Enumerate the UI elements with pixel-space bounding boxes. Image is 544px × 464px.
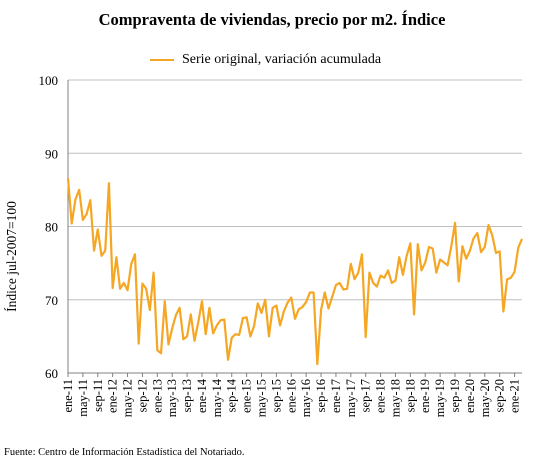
x-tick-label: sep-20 bbox=[493, 379, 507, 412]
x-tick-label: sep-18 bbox=[403, 379, 417, 412]
x-tick-label: sep-19 bbox=[448, 379, 462, 412]
x-tick-label: may-13 bbox=[165, 379, 179, 417]
x-tick-label: may-17 bbox=[344, 379, 358, 417]
x-tick-label: ene-19 bbox=[418, 379, 432, 413]
legend: Serie original, variación acumulada bbox=[150, 52, 381, 68]
x-tick-label: may-14 bbox=[210, 378, 224, 417]
y-axis-title: Índice jul-2007=100 bbox=[4, 201, 19, 312]
x-tick-label: sep-17 bbox=[359, 379, 373, 412]
legend-label: Serie original, variación acumulada bbox=[182, 52, 382, 67]
series-line bbox=[66, 178, 524, 366]
x-tick-label: sep-12 bbox=[135, 379, 149, 412]
y-tick-label: 90 bbox=[45, 146, 58, 161]
chart-title: Compraventa de viviendas, precio por m2.… bbox=[98, 10, 446, 29]
y-tick-label: 80 bbox=[45, 220, 58, 235]
x-tick-label: may-12 bbox=[121, 379, 135, 417]
x-tick-label: ene-12 bbox=[106, 379, 120, 413]
source-note: Fuente: Centro de Información Estadístic… bbox=[4, 447, 245, 458]
x-tick-label: may-15 bbox=[255, 379, 269, 417]
x-tick-label: may-20 bbox=[478, 379, 492, 417]
x-tick-label: may-11 bbox=[76, 379, 90, 417]
x-tick-label: may-18 bbox=[388, 379, 402, 417]
x-tick-label: may-19 bbox=[433, 379, 447, 417]
x-tick-label: ene-17 bbox=[329, 379, 343, 413]
x-tick-label: ene-15 bbox=[240, 379, 254, 413]
x-tick-label: sep-11 bbox=[91, 379, 105, 412]
x-tick-label: ene-20 bbox=[463, 379, 477, 413]
x-tick-label: sep-16 bbox=[314, 379, 328, 412]
x-tick-label: sep-15 bbox=[269, 379, 283, 412]
x-tick-label: sep-13 bbox=[180, 379, 194, 412]
y-tick-label: 70 bbox=[45, 293, 58, 308]
legend-swatch bbox=[150, 59, 174, 61]
y-tick-label: 60 bbox=[45, 366, 58, 381]
x-tick-label: ene-14 bbox=[195, 378, 209, 413]
x-tick-label: may-16 bbox=[299, 379, 313, 417]
x-tick-label: ene-21 bbox=[508, 379, 522, 413]
y-tick-label: 100 bbox=[39, 73, 59, 88]
x-tick-label: ene-11 bbox=[61, 379, 75, 413]
x-tick-label: sep-14 bbox=[225, 378, 239, 412]
x-tick-label: ene-18 bbox=[374, 379, 388, 413]
x-tick-label: ene-16 bbox=[284, 379, 298, 413]
x-tick-label: ene-13 bbox=[150, 379, 164, 413]
